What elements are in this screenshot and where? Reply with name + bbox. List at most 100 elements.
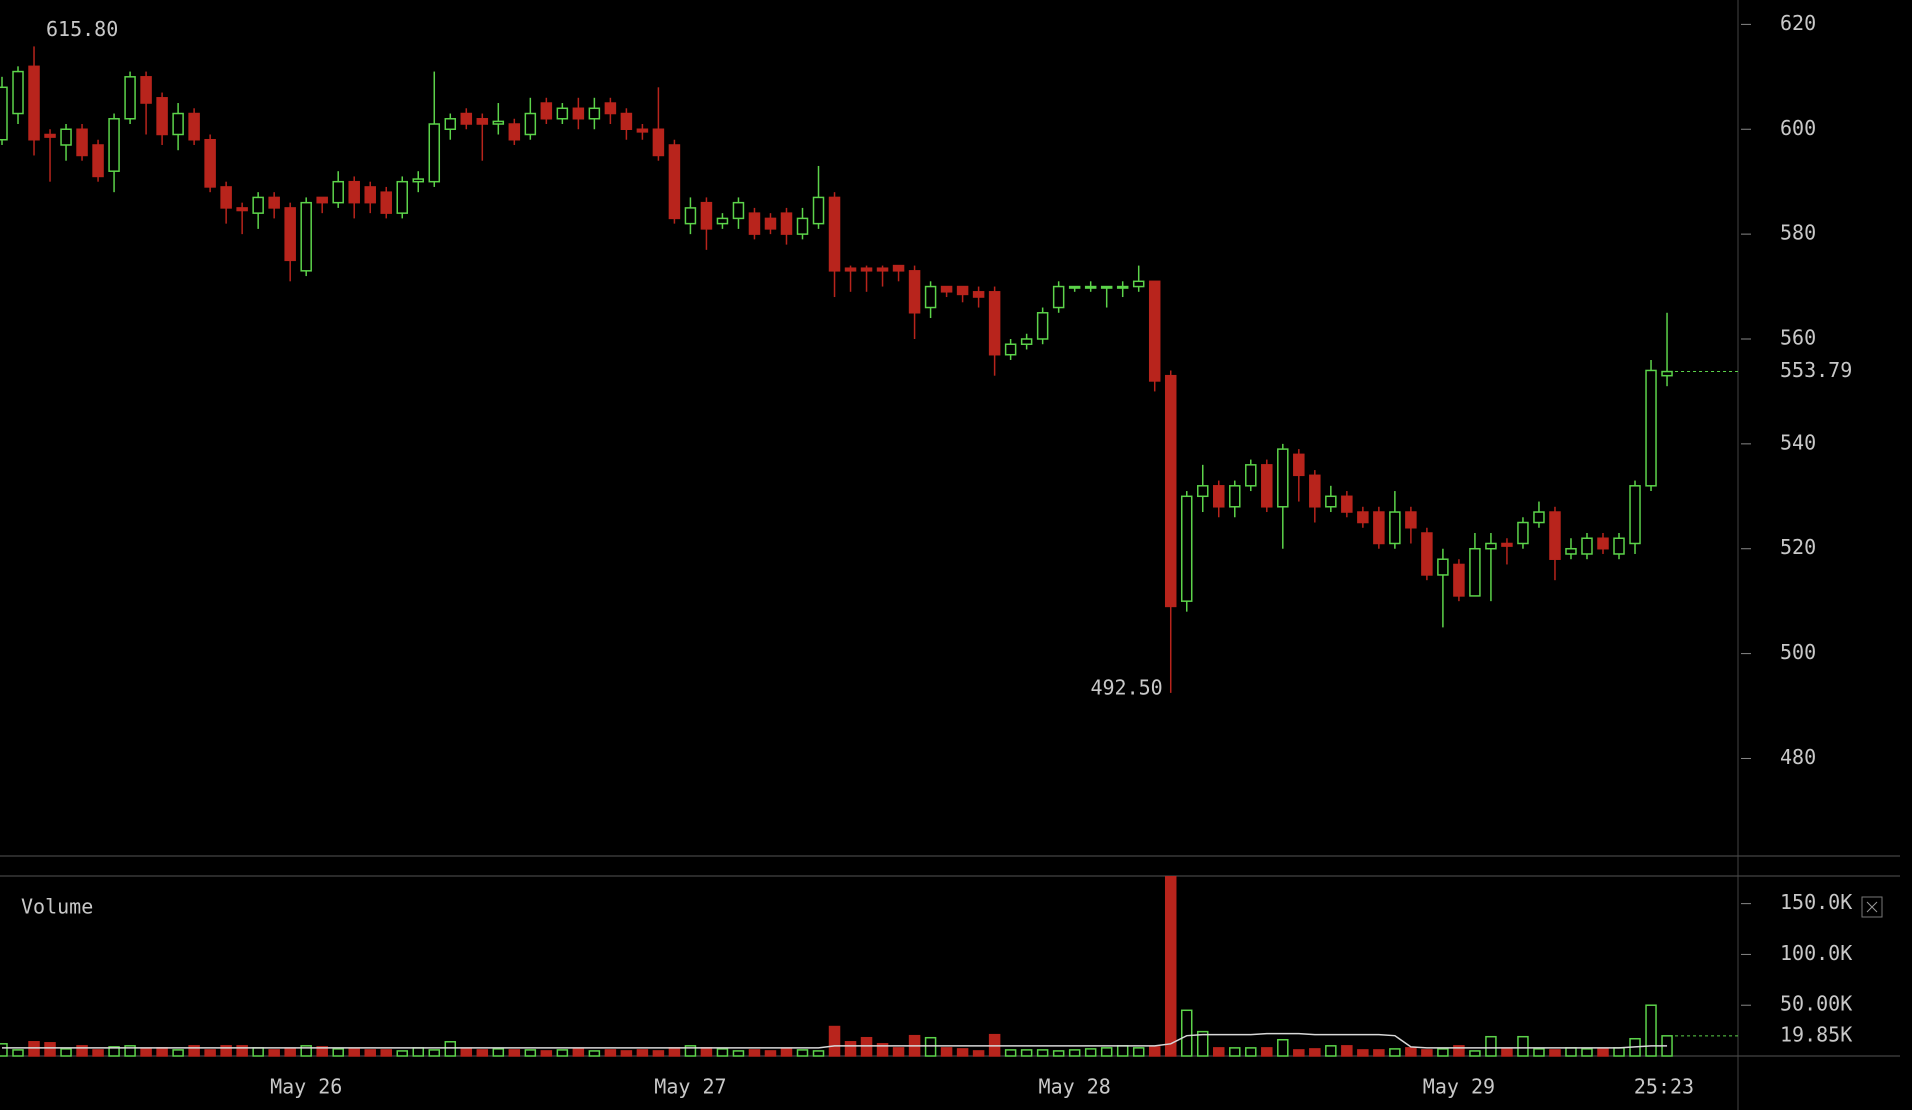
candle-body: [844, 267, 857, 272]
y-tick-label: 480: [1780, 745, 1816, 769]
volume-bar: [716, 1048, 729, 1057]
volume-bar: [1020, 1049, 1033, 1057]
x-tick-label: May 28: [1039, 1075, 1111, 1099]
volume-bar: [812, 1050, 825, 1057]
volume-bar: [1164, 876, 1177, 1057]
volume-bar: [268, 1049, 280, 1057]
candle-body: [460, 112, 473, 125]
candle-body: [1501, 542, 1513, 547]
volume-bar: [1116, 1045, 1129, 1057]
volume-bar: [684, 1045, 697, 1057]
volume-bar: [652, 1050, 665, 1057]
volume-bar: [332, 1048, 344, 1057]
candle-body: [748, 212, 761, 235]
candle-body: [1020, 338, 1033, 345]
volume-bar: [316, 1046, 328, 1057]
candle-body: [1341, 495, 1353, 513]
candle-body: [364, 186, 376, 204]
candle-body: [972, 291, 985, 298]
candle-body: [1613, 537, 1625, 555]
volume-bar: [828, 1025, 841, 1057]
volume-bar: [636, 1049, 649, 1057]
volume-bar: [1565, 1047, 1577, 1057]
volume-bar: [188, 1045, 200, 1057]
y-tick-label: 620: [1780, 11, 1816, 35]
candle-body: [220, 186, 232, 209]
volume-bar: [1645, 1004, 1657, 1057]
volume-bar: [1549, 1049, 1561, 1057]
candle-body: [668, 144, 681, 220]
volume-bar: [172, 1049, 184, 1057]
volume-bars: [0, 876, 1673, 1057]
candle-body: [1148, 280, 1161, 382]
candle-body: [1213, 485, 1225, 508]
volume-tick-label: 50.00K: [1780, 992, 1852, 1016]
candle-body: [1052, 285, 1065, 309]
candle-body: [188, 112, 200, 141]
candle-body: [12, 70, 24, 115]
candle-body: [924, 285, 937, 309]
candle-body: [1261, 464, 1273, 508]
volume-bar: [60, 1048, 72, 1057]
candle-body: [1389, 511, 1401, 545]
volume-bar: [92, 1049, 104, 1057]
candle-body: [204, 138, 216, 188]
volume-bar: [668, 1047, 681, 1057]
volume-bar: [1052, 1050, 1065, 1057]
candle-body: [1485, 542, 1497, 550]
volume-bar: [1148, 1046, 1161, 1057]
volume-bar: [876, 1043, 889, 1057]
volume-bar: [492, 1048, 505, 1057]
candle-body: [1132, 280, 1145, 288]
volume-bar: [412, 1047, 425, 1057]
candle-body: [1293, 453, 1305, 477]
volume-bar: [1341, 1045, 1353, 1057]
candle-body: [92, 144, 104, 178]
candle-body: [156, 97, 168, 136]
volume-bar: [348, 1048, 360, 1057]
countdown: 25:23: [1634, 1075, 1694, 1099]
volume-bar: [892, 1047, 905, 1057]
candle-body: [28, 65, 40, 141]
candle-body: [636, 128, 649, 133]
x-tick-label: May 27: [654, 1075, 726, 1099]
volume-bar: [524, 1049, 537, 1057]
volume-bar: [972, 1050, 985, 1057]
volume-bar: [1501, 1048, 1513, 1057]
candle-body: [0, 86, 8, 141]
volume-bar: [956, 1048, 969, 1057]
high-label: 615.80: [46, 17, 118, 41]
candle-body: [572, 107, 585, 120]
volume-bar: [220, 1045, 232, 1057]
candle-body: [1277, 448, 1289, 508]
volume-bar: [844, 1041, 857, 1057]
candle-body: [1453, 563, 1465, 597]
candle-body: [428, 123, 441, 183]
low-label: 492.50: [1090, 675, 1162, 699]
close-button[interactable]: [1861, 896, 1883, 918]
candle-body: [1645, 369, 1657, 487]
volume-bar: [156, 1047, 168, 1057]
volume-bar: [1084, 1048, 1097, 1057]
candle-body: [588, 107, 601, 120]
y-tick-label: 520: [1780, 535, 1816, 559]
candle-body: [1533, 511, 1545, 524]
candle-body: [348, 180, 360, 204]
current-volume-label: 19.85K: [1780, 1022, 1852, 1046]
volume-bar: [940, 1047, 953, 1057]
candle-body: [988, 291, 1001, 356]
volume-bar: [364, 1049, 376, 1057]
volume-bar: [1213, 1047, 1225, 1057]
candle-body: [444, 118, 457, 131]
candle-body: [300, 201, 312, 272]
candle-body: [908, 270, 921, 314]
candle-body: [508, 123, 521, 141]
candle-body: [1004, 343, 1017, 356]
volume-bar: [1517, 1035, 1529, 1057]
candle-body: [284, 207, 296, 262]
volume-bar: [1485, 1035, 1497, 1057]
volume-bar: [508, 1049, 521, 1057]
candle-body: [1325, 495, 1337, 508]
